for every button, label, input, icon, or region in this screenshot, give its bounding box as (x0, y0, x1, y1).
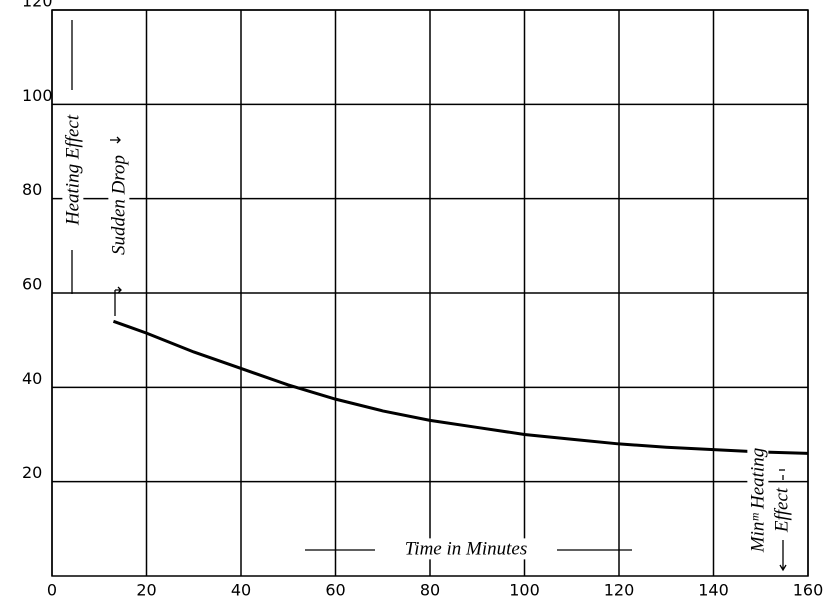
x-tick-label: 160 (793, 581, 824, 600)
annotation: Effect (771, 487, 792, 533)
y-tick-label: 120 (22, 0, 53, 11)
x-tick-label: 40 (231, 581, 251, 600)
x-tick-label: 120 (604, 581, 635, 600)
annotation-decor (71, 20, 787, 572)
x-tick-label: 80 (420, 581, 440, 600)
x-tick-label: 60 (325, 581, 345, 600)
annotation: Time in Minutes (405, 538, 527, 559)
x-tick-label: 100 (509, 581, 540, 600)
annotation: Sudden Drop (108, 155, 129, 255)
annotation-bg (747, 445, 769, 556)
x-tick-label: 20 (136, 581, 156, 600)
y-tick-label: 20 (22, 463, 42, 482)
annotation-bg (402, 538, 530, 560)
x-tick-label: 140 (698, 581, 729, 600)
annotation-bg (62, 112, 84, 229)
annotation-bg (771, 485, 793, 536)
y-tick-label: 80 (22, 180, 42, 199)
data-line (112, 319, 809, 455)
y-tick-label: 40 (22, 369, 42, 388)
y-tick-label: 100 (22, 86, 53, 105)
annotation: Minᵐ Heating (747, 448, 768, 554)
y-tick-label: 60 (22, 275, 42, 294)
x-tick-label: 0 (47, 581, 57, 600)
annotation: Heating Effect (62, 114, 83, 226)
annotation-bg (108, 152, 130, 258)
